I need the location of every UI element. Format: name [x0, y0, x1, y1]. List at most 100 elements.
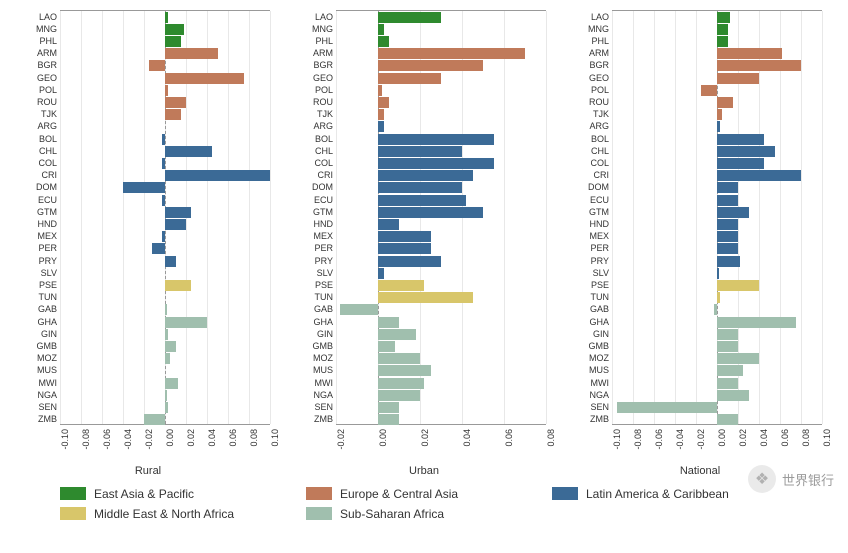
bar-LAO: [165, 12, 168, 23]
gridline: [60, 11, 61, 424]
bar-POL: [165, 85, 168, 96]
ylabel-GMB: GMB: [306, 341, 336, 352]
ylabel-PER: PER: [306, 243, 336, 254]
bar-PSE: [165, 280, 191, 291]
bar-PSE: [378, 280, 424, 291]
bar-ROU: [378, 97, 389, 108]
plot-area: LAOMNGPHLARMBGRGEOPOLROUTJKARGBOLCHLCOLC…: [336, 10, 546, 425]
bar-TJK: [165, 109, 181, 120]
ylabel-ZMB: ZMB: [30, 414, 60, 425]
bar-ZMB: [717, 414, 738, 425]
bar-HND: [717, 219, 738, 230]
ylabel-GAB: GAB: [582, 304, 612, 315]
panel-title: Rural: [26, 465, 270, 477]
bar-ARG: [717, 121, 720, 132]
bar-PER: [378, 243, 431, 254]
legend-swatch: [552, 487, 578, 500]
ylabel-ARM: ARM: [30, 48, 60, 59]
xtick: -0.02: [144, 429, 154, 459]
bar-COL: [162, 158, 165, 169]
gridline: [633, 11, 634, 424]
bar-NGA: [165, 390, 167, 401]
gridline: [780, 11, 781, 424]
bar-SEN: [378, 402, 399, 413]
legend-item: Sub-Saharan Africa: [306, 507, 516, 521]
gridline: [801, 11, 802, 424]
ylabel-MNG: MNG: [30, 24, 60, 35]
ylabel-SEN: SEN: [30, 402, 60, 413]
bar-MEX: [378, 231, 431, 242]
ylabel-MUS: MUS: [582, 365, 612, 376]
bar-PRY: [378, 256, 441, 267]
bar-PER: [717, 243, 738, 254]
watermark: ❖ 世界银行: [748, 465, 834, 493]
gridline: [612, 11, 613, 424]
bar-NGA: [717, 390, 749, 401]
legend-label: Sub-Saharan Africa: [340, 507, 444, 521]
gridline: [696, 11, 697, 424]
watermark-icon: ❖: [748, 465, 776, 493]
legend: East Asia & PacificEurope & Central Asia…: [0, 477, 848, 521]
bar-GMB: [165, 341, 176, 352]
xtick: 0.10: [270, 429, 280, 459]
bar-GHA: [165, 317, 207, 328]
bar-ROU: [165, 97, 186, 108]
bar-GIN: [717, 329, 738, 340]
legend-item: Middle East & North Africa: [60, 507, 270, 521]
legend-swatch: [60, 487, 86, 500]
ylabel-DOM: DOM: [582, 182, 612, 193]
gridline: [270, 11, 271, 424]
legend-item: East Asia & Pacific: [60, 487, 270, 501]
bar-BGR: [378, 60, 483, 71]
ylabel-PSE: PSE: [306, 280, 336, 291]
legend-label: Middle East & North Africa: [94, 507, 234, 521]
ylabel-ZMB: ZMB: [582, 414, 612, 425]
ylabel-SEN: SEN: [582, 402, 612, 413]
gridline: [546, 11, 547, 424]
ylabel-ZMB: ZMB: [306, 414, 336, 425]
bar-MEX: [717, 231, 738, 242]
ylabel-ROU: ROU: [30, 97, 60, 108]
bar-MOZ: [165, 353, 170, 364]
ylabel-PRY: PRY: [582, 256, 612, 267]
bar-GAB: [340, 304, 378, 315]
ylabel-ECU: ECU: [30, 195, 60, 206]
ylabel-ROU: ROU: [306, 97, 336, 108]
ylabel-TUN: TUN: [306, 292, 336, 303]
ylabel-PRY: PRY: [30, 256, 60, 267]
ylabel-GIN: GIN: [306, 329, 336, 340]
ylabel-GHA: GHA: [306, 317, 336, 328]
ylabel-MWI: MWI: [582, 378, 612, 389]
panel-national: LAOMNGPHLARMBGRGEOPOLROUTJKARGBOLCHLCOLC…: [578, 10, 822, 477]
plot-area: LAOMNGPHLARMBGRGEOPOLROUTJKARGBOLCHLCOLC…: [612, 10, 822, 425]
ylabel-MNG: MNG: [306, 24, 336, 35]
bar-GTM: [717, 207, 749, 218]
xtick: 0.04: [207, 429, 217, 459]
ylabel-PSE: PSE: [582, 280, 612, 291]
bar-MEX: [162, 231, 165, 242]
bar-TJK: [717, 109, 722, 120]
xtick: -0.10: [60, 429, 70, 459]
ylabel-CHL: CHL: [306, 146, 336, 157]
ylabel-ROU: ROU: [582, 97, 612, 108]
ylabel-PER: PER: [30, 243, 60, 254]
ylabel-ARG: ARG: [30, 121, 60, 132]
bar-ARG: [378, 121, 384, 132]
ylabel-MEX: MEX: [306, 231, 336, 242]
bar-BOL: [717, 134, 764, 145]
xtick: 0.08: [801, 429, 811, 459]
xtick: -0.08: [81, 429, 91, 459]
ylabel-CHL: CHL: [582, 146, 612, 157]
bar-GEO: [165, 73, 244, 84]
ylabel-GAB: GAB: [30, 304, 60, 315]
bar-TJK: [378, 109, 384, 120]
ylabel-MUS: MUS: [30, 365, 60, 376]
xtick: 0.04: [759, 429, 769, 459]
legend-swatch: [306, 487, 332, 500]
bar-POL: [701, 85, 717, 96]
ylabel-NGA: NGA: [30, 390, 60, 401]
bar-ARM: [165, 48, 218, 59]
panel-title: Urban: [302, 465, 546, 477]
watermark-text: 世界银行: [782, 470, 834, 489]
ylabel-TJK: TJK: [30, 109, 60, 120]
